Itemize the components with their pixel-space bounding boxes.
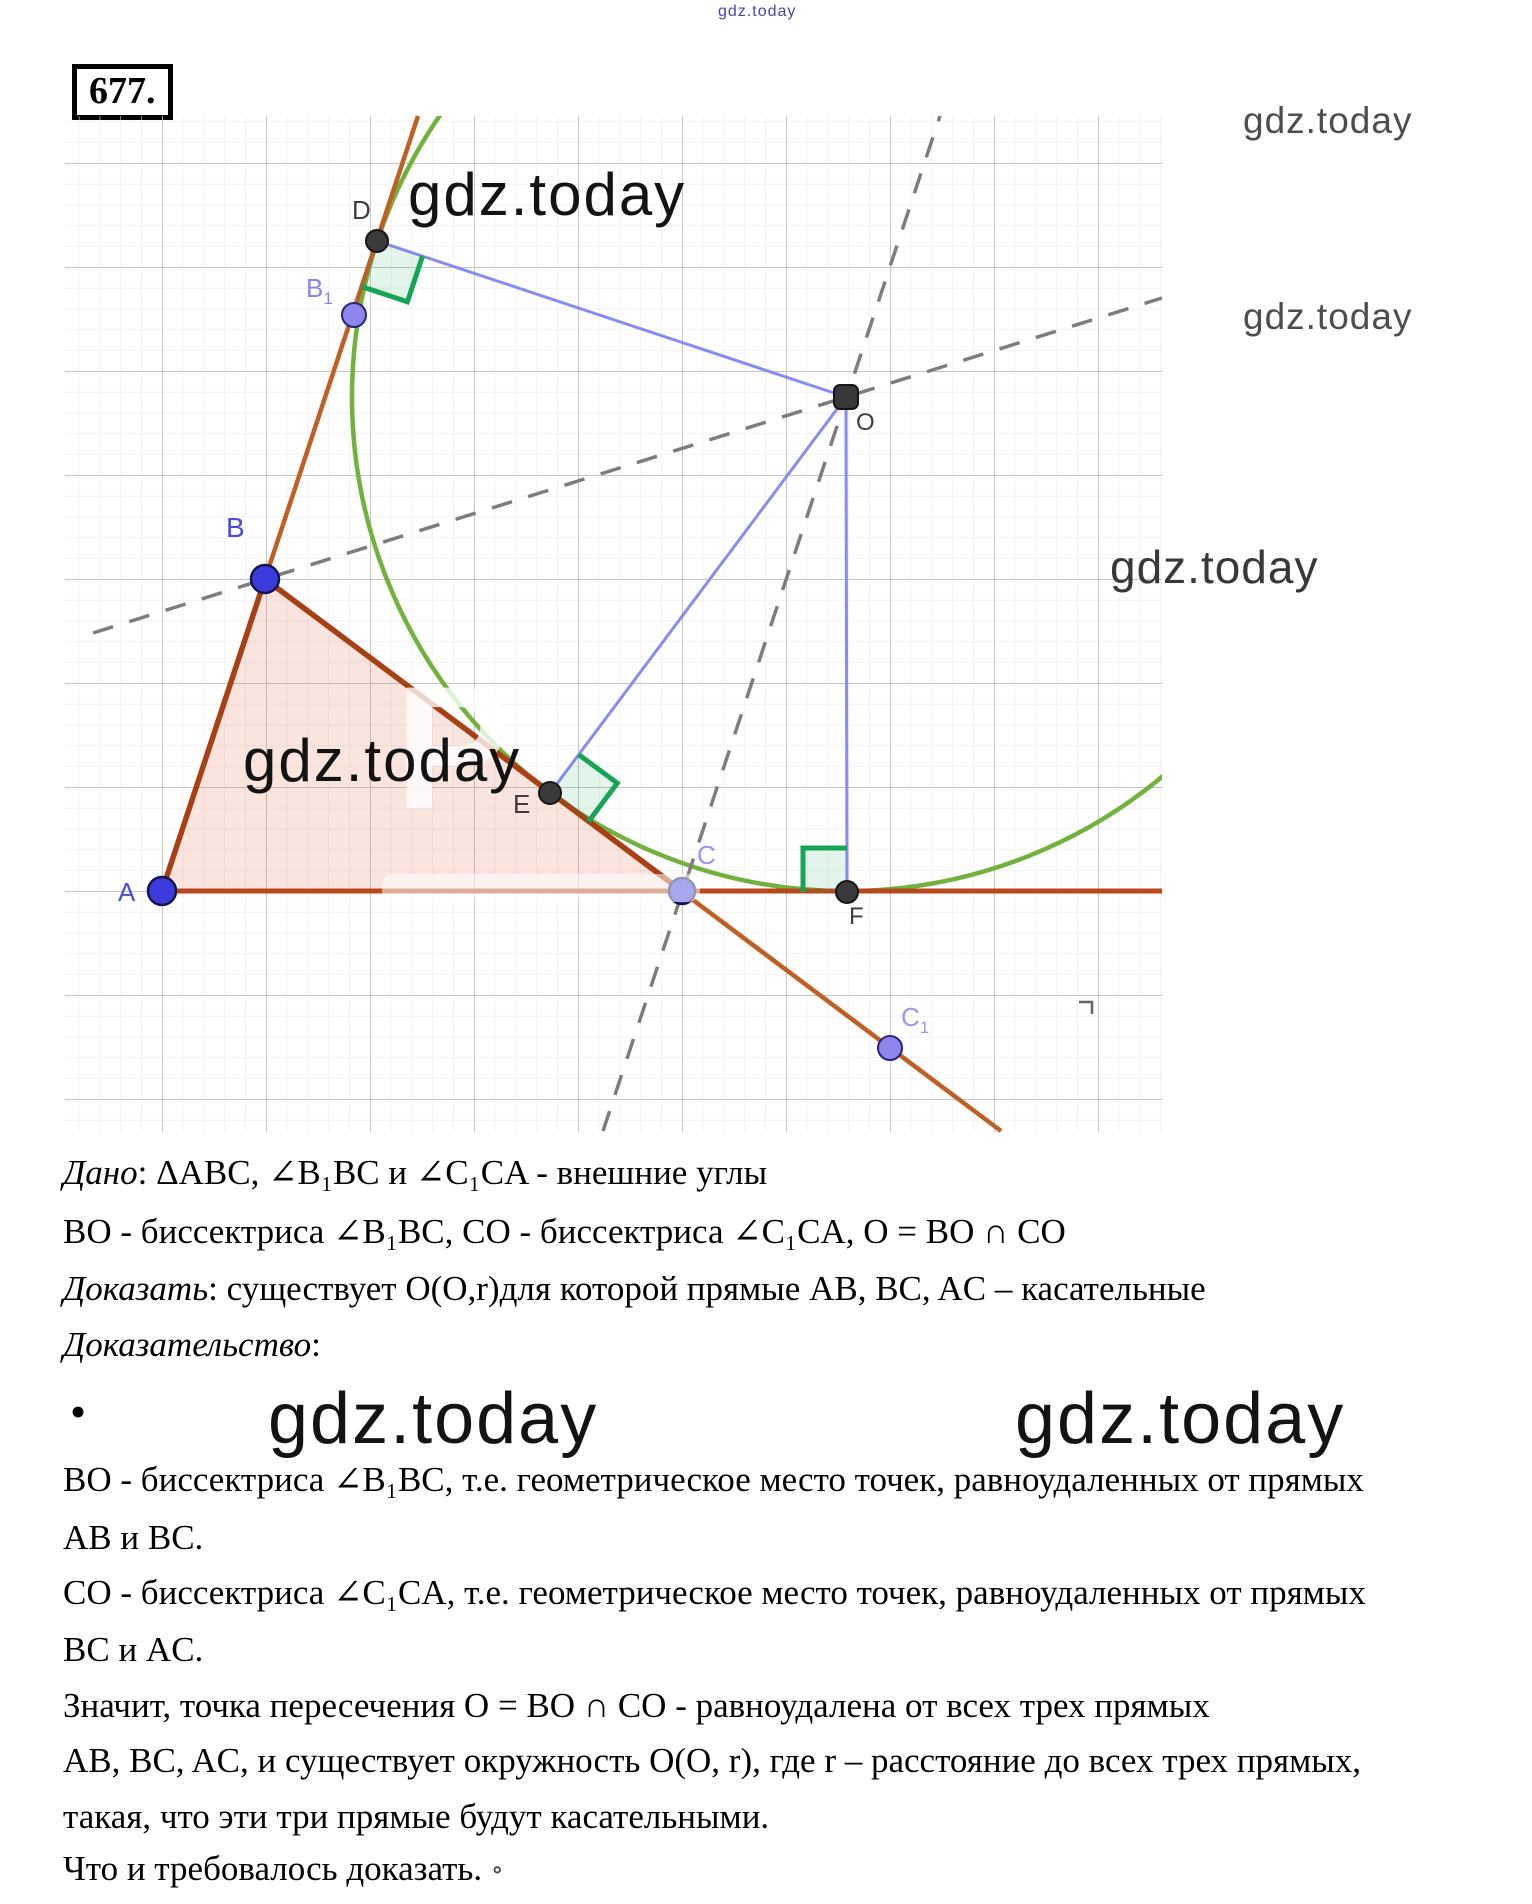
label-e: E [513,789,530,819]
label-b: B [226,512,245,543]
right-angle-d-fill [361,241,423,302]
qed-text: Что и требовалось доказать. [63,1849,483,1888]
point-d [365,229,389,253]
label-o: O [856,409,875,436]
right-angle-e [577,752,621,824]
given-line: Дано: ΔABC, ∠B₁BC и ∠C₁CA - внешние углы [63,1153,767,1193]
right-angle-f [800,845,847,892]
watermark-right-3: gdz.today [1110,541,1319,593]
point-b [249,563,281,595]
side-ab [159,578,268,892]
proof-heading: Доказательство: [63,1325,321,1365]
watermark-figure-top: gdz.today [408,161,687,228]
qed-circle-mark: ∘ [490,1855,504,1884]
label-c1: C1 [901,1002,929,1037]
label-c: C [697,840,716,870]
ghost-watermark-letter: Р [395,651,512,846]
point-f [835,880,859,904]
point-b1 [341,302,367,328]
given-label: Дано [63,1153,138,1192]
proof-line-5: Значит, точка пересечения O = BO ∩ CO - … [63,1686,1210,1725]
label-f: F [849,903,864,930]
label-d: D [352,195,371,225]
right-angle-f-fill [803,848,847,892]
prove-line: Доказать: существует O(O,r)для которой п… [63,1269,1206,1309]
grid-major [65,116,1162,1132]
proof-colon: : [311,1325,321,1364]
proof-label: Доказательство [63,1325,312,1364]
watermark-right-1: gdz.today [1243,100,1413,141]
radius-oe [548,396,848,794]
bisectors-line: BO - биссектриса ∠B₁BC, CO - биссектриса… [63,1212,1066,1251]
proof-line-6: AB, BC, AC, и существует окружность O(O,… [63,1741,1362,1780]
label-a: A [118,877,136,907]
bullet-marker: • [70,1386,87,1437]
proof-conclusion: Что и требовалось доказать. ∘ [63,1849,504,1889]
watermark-top: gdz.today [718,3,797,20]
right-angle-d [361,255,425,305]
radius-of [844,396,849,893]
point-o [833,384,859,410]
watermark-text-right: gdz.today [1015,1379,1346,1459]
point-e [538,781,562,805]
side-bc [263,576,684,894]
prove-label: Доказать [63,1269,209,1308]
point-c1 [877,1035,903,1061]
radius-od [376,239,847,399]
given-rest: : ΔABC, ∠B₁BC и ∠C₁CA - внешние углы [137,1153,768,1192]
proof-line-4: BC и AC. [63,1630,204,1669]
point-a [146,875,178,907]
triangle-abc-fill [162,579,682,891]
corner-mark [1079,1000,1094,1014]
prove-rest: : существует O(O,r)для которой прямые AB… [208,1269,1206,1308]
watermark-figure-bottom: gdz.today [243,727,522,794]
proof-line-2: AB и BC. [63,1518,204,1557]
watermark-right-2: gdz.today [1243,296,1413,337]
proof-line-7: такая, что эти три прямые будут касатель… [63,1797,770,1836]
label-b1: B1 [306,273,333,308]
proof-line-1: BO - биссектриса ∠B₁BC, т.е. геометричес… [63,1460,1364,1499]
proof-line-3: CO - биссектриса ∠C₁CA, т.е. геометричес… [63,1573,1366,1612]
bisector-co-dashed [601,115,942,1132]
ghost-watermark-bar [382,874,700,902]
watermark-text-left: gdz.today [268,1379,599,1459]
